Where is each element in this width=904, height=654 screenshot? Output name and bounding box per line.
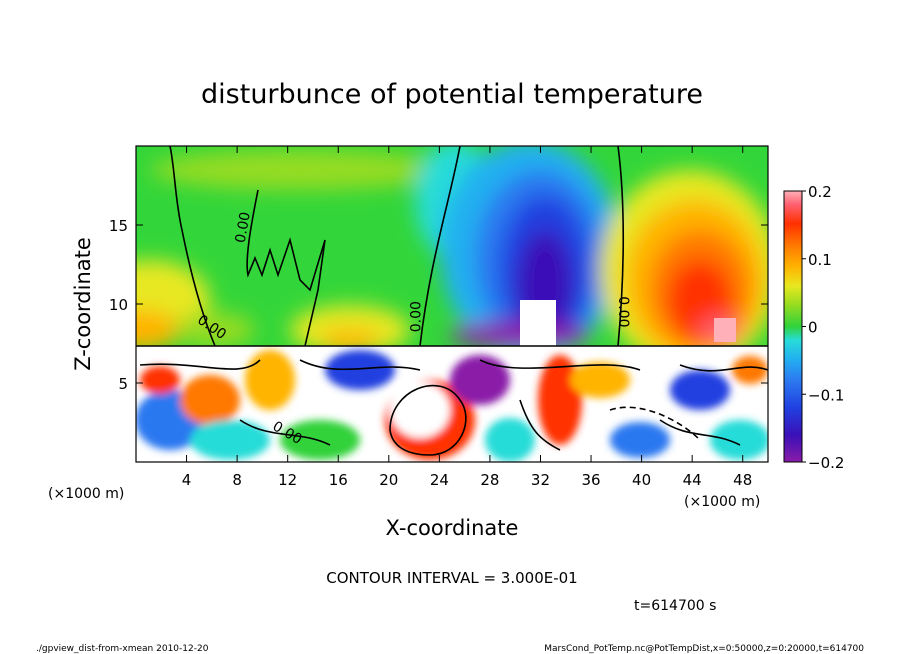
contour-line bbox=[139, 359, 768, 372]
contour-line bbox=[389, 384, 467, 456]
colorbar-tick-label: −0.2 bbox=[808, 454, 844, 472]
contour-line bbox=[617, 146, 625, 347]
field-blob bbox=[320, 330, 380, 350]
contour-label: 0.00 bbox=[408, 301, 424, 332]
field-blob bbox=[175, 312, 255, 348]
lower-field-blobs bbox=[136, 350, 768, 462]
contour-line bbox=[246, 189, 326, 347]
colorbar-tick-label: 0 bbox=[808, 319, 818, 337]
y-tick-label: 5 bbox=[118, 375, 128, 393]
field-blob bbox=[325, 350, 395, 390]
field-blob bbox=[670, 370, 730, 410]
x-tick-label: 4 bbox=[182, 471, 192, 489]
y-axis-label: Z-coordinate bbox=[71, 237, 95, 371]
colorbar bbox=[783, 190, 803, 463]
field-blob bbox=[450, 355, 510, 405]
field-blob bbox=[136, 310, 180, 350]
contour-line bbox=[609, 406, 701, 441]
colorbar-tick-label: 0.2 bbox=[808, 183, 832, 201]
x-axis-label: X-coordinate bbox=[386, 516, 519, 540]
x-axis-unit: (×1000 m) bbox=[48, 486, 124, 502]
time-label: t=614700 s bbox=[634, 598, 716, 614]
field-blob bbox=[538, 355, 582, 445]
field-blob bbox=[520, 300, 556, 346]
footer-left: ./gpview_dist-from-xmean 2010-12-20 bbox=[36, 644, 209, 654]
contour-label: 0.00 bbox=[233, 211, 254, 244]
x-tick-label: 28 bbox=[480, 471, 499, 489]
field-blob bbox=[710, 420, 768, 460]
contour-lines bbox=[136, 146, 768, 456]
field-blob bbox=[732, 356, 768, 384]
x-tick-label: 40 bbox=[632, 471, 651, 489]
field-blob bbox=[390, 382, 450, 438]
x-tick-label: 48 bbox=[733, 471, 752, 489]
field-blob bbox=[140, 366, 180, 394]
colorbar-tick-label: −0.1 bbox=[808, 386, 844, 404]
x-tick-label: 36 bbox=[581, 471, 600, 489]
x-tick-label: 8 bbox=[232, 471, 242, 489]
chart-title: disturbunce of potential temperature bbox=[201, 79, 703, 110]
field-blob bbox=[714, 318, 736, 342]
field-blob bbox=[245, 350, 295, 410]
x-tick-label: 32 bbox=[531, 471, 550, 489]
y-tick-label: 15 bbox=[109, 217, 128, 235]
field-blob bbox=[150, 150, 450, 190]
colorbar-tick-label: 0.1 bbox=[808, 251, 832, 269]
footer-right: MarsCond_PotTemp.nc@PotTempDist,x=0:5000… bbox=[544, 644, 864, 654]
colorbar-ticks: 0.2 0.1 0 −0.1 −0.2 bbox=[802, 183, 844, 472]
field-blob bbox=[180, 375, 240, 425]
contour-line bbox=[419, 146, 461, 347]
x-tick-label: 44 bbox=[683, 471, 702, 489]
y-tick-label: 10 bbox=[109, 296, 128, 314]
x-tick-label: 12 bbox=[278, 471, 297, 489]
field-blob bbox=[190, 420, 270, 460]
contour-label: 0.00 bbox=[615, 296, 631, 327]
contour-line bbox=[169, 146, 216, 347]
field-blob bbox=[570, 362, 630, 398]
x-tick-label: 16 bbox=[329, 471, 348, 489]
y-axis-unit: (×1000 m) bbox=[684, 494, 760, 510]
field-blob bbox=[485, 418, 535, 462]
y-axis: 5 10 15 bbox=[109, 217, 768, 393]
contour-line bbox=[239, 399, 741, 451]
field-blob bbox=[280, 420, 360, 460]
field-blob bbox=[610, 422, 670, 458]
contour-interval: CONTOUR INTERVAL = 3.000E-01 bbox=[326, 569, 577, 587]
plot-area bbox=[136, 146, 768, 462]
x-tick-label: 20 bbox=[379, 471, 398, 489]
x-axis: 4 8 12 16 20 24 28 32 36 40 44 48 bbox=[182, 146, 752, 489]
x-tick-label: 24 bbox=[430, 471, 449, 489]
